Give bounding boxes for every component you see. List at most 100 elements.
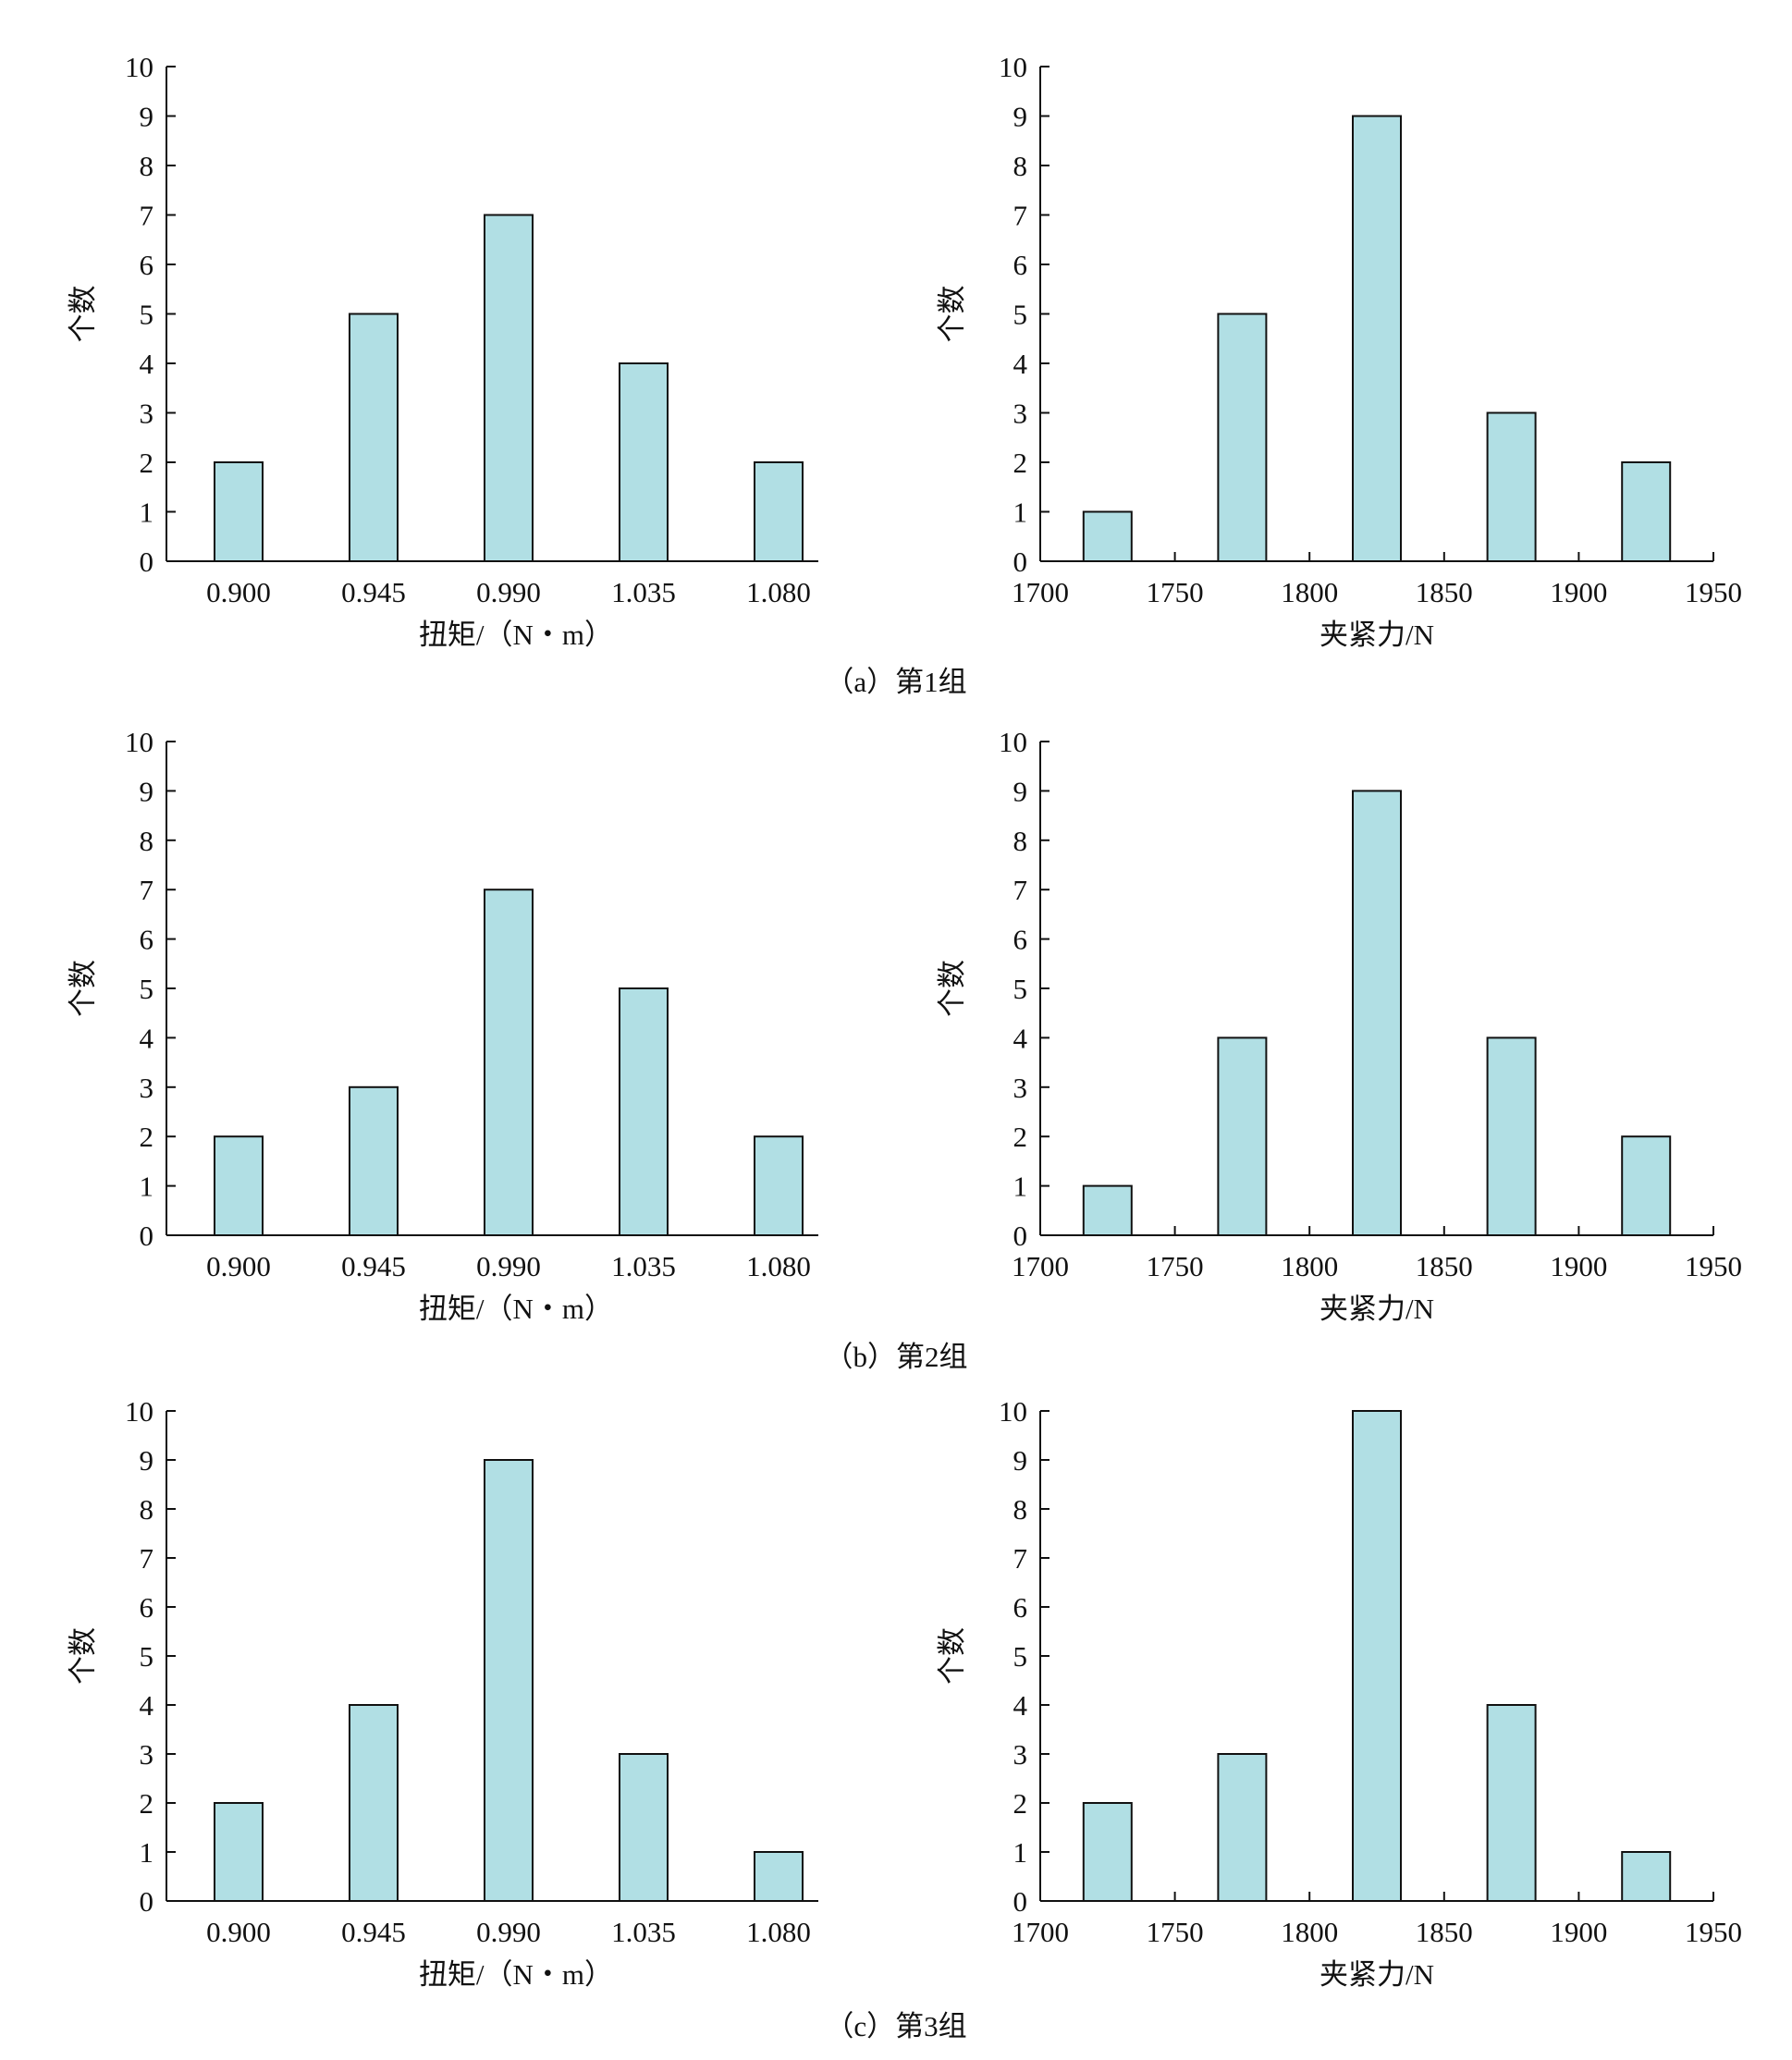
x-tick-label: 1850 bbox=[1416, 576, 1473, 608]
y-tick-label: 9 bbox=[140, 1444, 154, 1477]
bar bbox=[214, 461, 264, 562]
y-tick-label: 6 bbox=[140, 249, 154, 281]
y-tick-label: 8 bbox=[140, 825, 154, 857]
bar bbox=[619, 987, 669, 1236]
y-tick-label: 9 bbox=[1013, 775, 1028, 807]
y-tick-label: 7 bbox=[140, 200, 154, 232]
x-axis-title: 扭矩/（N・m） bbox=[419, 1293, 613, 1325]
y-tick-label: 10 bbox=[999, 726, 1027, 758]
x-tick-label: 1850 bbox=[1416, 1916, 1473, 1948]
y-tick-label: 3 bbox=[140, 1738, 154, 1771]
x-tick-label: 1.080 bbox=[746, 1250, 811, 1282]
caption-group-1: （a）第1组 bbox=[825, 666, 966, 698]
y-tick-label: 7 bbox=[1013, 1542, 1028, 1575]
chart-torque-group-1: 0 1 2 3 4 5 6 7 8 9 10 0.900 0.945 0.990 1.035 1.080 扭矩/… bbox=[67, 51, 818, 651]
x-tick-label: 0.945 bbox=[341, 1250, 406, 1282]
x-tick-label: 1900 bbox=[1550, 1250, 1607, 1282]
bar bbox=[214, 1802, 264, 1902]
y-tick-label: 10 bbox=[999, 1395, 1027, 1428]
bar bbox=[349, 313, 399, 562]
y-tick-label: 2 bbox=[140, 1121, 154, 1153]
x-tick-label: 1750 bbox=[1147, 576, 1204, 608]
y-tick-label: 1 bbox=[1013, 1836, 1028, 1869]
x-tick-label: 1.035 bbox=[611, 1916, 676, 1948]
bar bbox=[1352, 1410, 1402, 1902]
y-tick-label: 2 bbox=[1013, 1787, 1028, 1820]
x-tick-label: 0.990 bbox=[476, 1916, 541, 1948]
y-tick-label: 10 bbox=[125, 51, 153, 83]
y-tick-label: 2 bbox=[1013, 1121, 1028, 1153]
y-tick-label: 1 bbox=[140, 1171, 154, 1203]
x-tick-label: 1.080 bbox=[746, 576, 811, 608]
y-axis-title: 个数 bbox=[936, 1627, 968, 1685]
y-tick-label: 10 bbox=[125, 726, 153, 758]
y-tick-label: 1 bbox=[1013, 1171, 1028, 1203]
bar bbox=[484, 1459, 534, 1902]
bar bbox=[619, 1753, 669, 1902]
y-tick-label: 6 bbox=[1013, 924, 1028, 956]
x-tick-label: 1700 bbox=[1012, 576, 1069, 608]
y-tick-label: 0 bbox=[140, 1220, 154, 1252]
y-tick-label: 10 bbox=[125, 1395, 153, 1428]
chart-clamp-group-3: 0 1 2 3 4 5 6 7 8 9 10 1700 1750 1800 1850 1900 1950 夹紧力/… bbox=[936, 1395, 1742, 1991]
y-tick-label: 6 bbox=[140, 924, 154, 956]
bar bbox=[1082, 1184, 1133, 1236]
x-tick-label: 1800 bbox=[1281, 1250, 1338, 1282]
bar bbox=[1486, 411, 1537, 562]
chart-clamp-group-2: 0 1 2 3 4 5 6 7 8 9 10 1700 1750 1800 1850 1900 1950 夹紧力/… bbox=[936, 726, 1742, 1325]
x-tick-label: 0.900 bbox=[206, 1916, 271, 1948]
x-tick-label: 0.990 bbox=[476, 1250, 541, 1282]
bar bbox=[619, 362, 669, 562]
y-tick-label: 5 bbox=[1013, 1640, 1028, 1673]
bar bbox=[1352, 115, 1402, 562]
y-tick-label: 2 bbox=[1013, 447, 1028, 479]
y-tick-label: 8 bbox=[140, 150, 154, 182]
x-tick-label: 0.945 bbox=[341, 576, 406, 608]
y-tick-label: 8 bbox=[1013, 1493, 1028, 1526]
x-tick-label: 1700 bbox=[1012, 1916, 1069, 1948]
caption-group-3: （c）第3组 bbox=[825, 2010, 966, 2042]
y-tick-label: 2 bbox=[140, 1787, 154, 1820]
y-tick-label: 7 bbox=[140, 1542, 154, 1575]
y-tick-label: 4 bbox=[140, 348, 154, 380]
bar bbox=[484, 889, 534, 1236]
bar bbox=[1621, 1851, 1672, 1902]
x-tick-label: 1700 bbox=[1012, 1250, 1069, 1282]
y-tick-label: 3 bbox=[140, 1072, 154, 1104]
bar bbox=[1486, 1704, 1537, 1902]
y-axis-title: 个数 bbox=[67, 286, 99, 343]
y-axis-title: 个数 bbox=[67, 1627, 99, 1685]
y-tick-label: 3 bbox=[140, 398, 154, 430]
x-tick-label: 0.900 bbox=[206, 1250, 271, 1282]
bar bbox=[1217, 1036, 1268, 1237]
bar bbox=[754, 461, 804, 562]
x-tick-label: 1.035 bbox=[611, 576, 676, 608]
y-tick-label: 6 bbox=[140, 1591, 154, 1624]
x-axis-title: 夹紧力/N bbox=[1319, 619, 1434, 651]
y-tick-label: 4 bbox=[1013, 1022, 1028, 1054]
y-tick-label: 6 bbox=[1013, 249, 1028, 281]
bar bbox=[1217, 313, 1268, 562]
x-tick-label: 1850 bbox=[1416, 1250, 1473, 1282]
y-tick-label: 2 bbox=[140, 447, 154, 479]
bar bbox=[484, 214, 534, 562]
x-axis-title: 扭矩/（N・m） bbox=[419, 1958, 613, 1991]
bar bbox=[1621, 461, 1672, 562]
x-tick-label: 1900 bbox=[1550, 576, 1607, 608]
chart-torque-group-2: 0 1 2 3 4 5 6 7 8 9 10 0.900 0.945 0.990 1.035 1.080 扭矩/… bbox=[67, 726, 818, 1325]
x-tick-label: 1950 bbox=[1685, 1916, 1742, 1948]
y-tick-label: 8 bbox=[1013, 150, 1028, 182]
y-tick-label: 1 bbox=[1013, 497, 1028, 529]
y-tick-label: 1 bbox=[140, 1836, 154, 1869]
y-tick-label: 4 bbox=[140, 1022, 154, 1054]
x-tick-label: 1950 bbox=[1685, 576, 1742, 608]
y-tick-label: 0 bbox=[1013, 546, 1028, 578]
y-tick-label: 3 bbox=[1013, 398, 1028, 430]
y-tick-label: 9 bbox=[140, 775, 154, 807]
caption-group-2: （b）第2组 bbox=[825, 1341, 968, 1373]
bar bbox=[1352, 790, 1402, 1237]
bar bbox=[754, 1851, 804, 1902]
y-tick-label: 4 bbox=[1013, 1689, 1028, 1722]
